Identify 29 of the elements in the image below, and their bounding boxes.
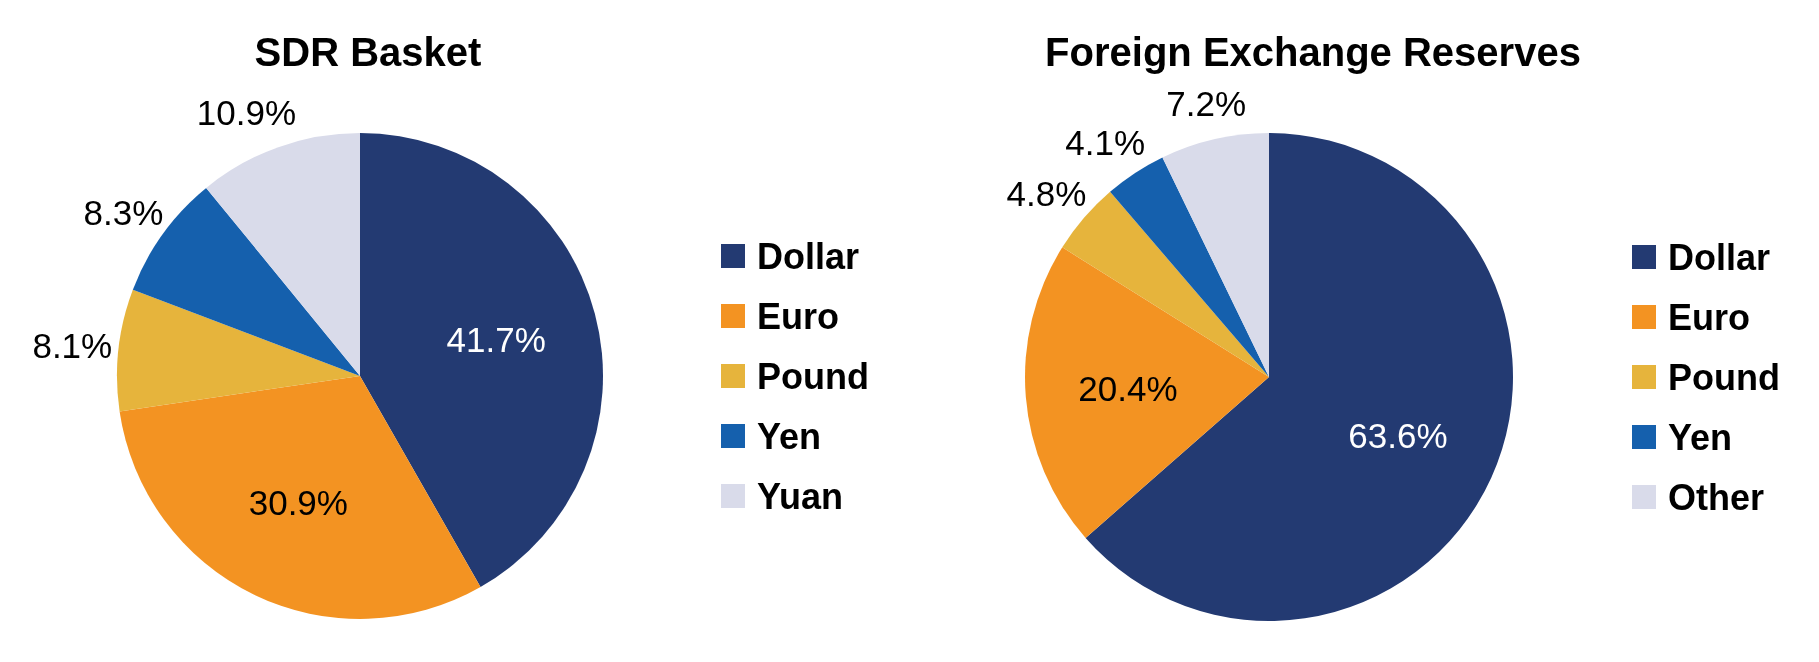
- legend-label: Dollar: [757, 235, 860, 277]
- data-label: 7.2%: [1166, 83, 1247, 123]
- data-label: 8.3%: [83, 192, 164, 232]
- pie-slice: [117, 289, 360, 412]
- data-label: 8.1%: [32, 325, 113, 365]
- data-label: 30.9%: [248, 482, 348, 522]
- pie-slice: [1025, 247, 1269, 538]
- data-label: 20.4%: [1078, 368, 1178, 408]
- legend-label: Euro: [1668, 296, 1751, 338]
- legend-label: Dollar: [1668, 236, 1771, 278]
- legend-label: Pound: [757, 355, 869, 397]
- legend-label: Yen: [1668, 416, 1733, 458]
- data-label: 63.6%: [1348, 415, 1448, 455]
- pie-slice: [1162, 133, 1269, 377]
- pie-slice: [206, 133, 360, 376]
- pie-slice: [1110, 157, 1269, 377]
- pie-slice: [119, 376, 481, 619]
- data-label: 10.9%: [196, 93, 297, 133]
- pie-slice: [360, 133, 603, 588]
- legend-label: Pound: [1668, 356, 1780, 398]
- data-label: 41.7%: [446, 320, 546, 360]
- legend-label: Other: [1668, 476, 1765, 518]
- data-label: 4.1%: [1065, 122, 1146, 162]
- legend-label: Yuan: [757, 475, 844, 517]
- data-label: 4.8%: [1006, 174, 1087, 214]
- chart-title: Foreign Exchange Reserves: [1045, 30, 1581, 74]
- chart-title: SDR Basket: [254, 30, 482, 74]
- legend-label: Euro: [757, 295, 840, 337]
- legend-label: Yen: [757, 415, 822, 457]
